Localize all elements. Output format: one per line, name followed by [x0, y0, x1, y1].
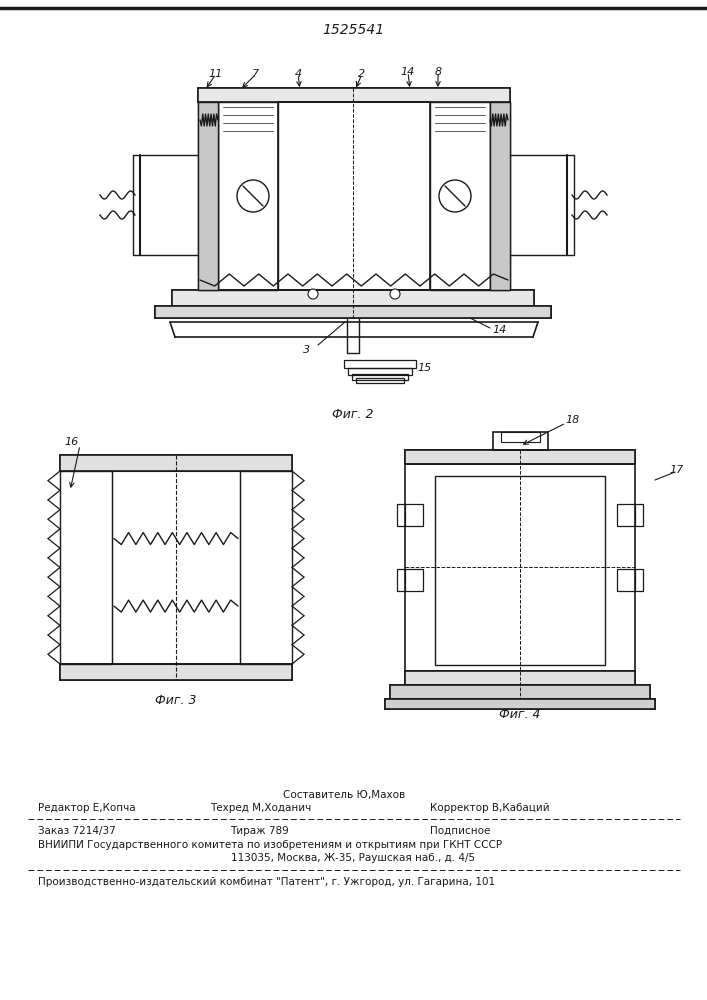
Bar — [155, 306, 551, 318]
Bar — [60, 455, 292, 471]
Text: 113035, Москва, Ж-35, Раушская наб., д. 4/5: 113035, Москва, Ж-35, Раушская наб., д. … — [231, 853, 475, 863]
Bar — [490, 102, 510, 290]
Text: Корректор В,Кабаций: Корректор В,Кабаций — [430, 803, 549, 813]
Text: 3: 3 — [303, 345, 310, 355]
Text: 7: 7 — [252, 69, 259, 79]
Text: Подписное: Подписное — [430, 826, 491, 836]
Text: 8: 8 — [434, 67, 442, 77]
Bar — [60, 664, 292, 680]
Bar — [60, 471, 112, 664]
Circle shape — [237, 180, 269, 212]
Bar — [385, 699, 655, 709]
Bar — [60, 664, 292, 680]
Bar — [60, 455, 292, 471]
Bar — [155, 306, 551, 318]
Text: 14: 14 — [401, 67, 415, 77]
Bar — [617, 569, 635, 591]
Bar — [405, 450, 635, 464]
Bar — [198, 88, 510, 102]
Text: ВНИИПИ Государственного комитета по изобретениям и открытиям при ГКНТ СССР: ВНИИПИ Государственного комитета по изоб… — [38, 840, 502, 850]
Circle shape — [439, 180, 471, 212]
Bar — [390, 685, 650, 699]
Bar — [356, 378, 404, 383]
Text: Производственно-издательский комбинат "Патент", г. Ужгород, ул. Гагарина, 101: Производственно-издательский комбинат "П… — [38, 877, 495, 887]
Bar — [385, 699, 655, 709]
Text: Фиг. 3: Фиг. 3 — [156, 694, 197, 706]
Bar — [430, 102, 490, 290]
Bar — [617, 504, 635, 526]
Bar — [405, 450, 635, 464]
Bar — [490, 102, 510, 290]
Bar — [405, 671, 635, 685]
Text: 17: 17 — [670, 465, 684, 475]
Bar — [390, 685, 650, 699]
Bar — [218, 102, 278, 290]
Bar — [278, 102, 430, 290]
Text: 11: 11 — [209, 69, 223, 79]
Bar — [435, 476, 605, 665]
Bar — [344, 360, 416, 368]
Bar — [198, 88, 510, 102]
Bar — [240, 471, 292, 664]
Bar — [405, 450, 635, 464]
Text: 2: 2 — [358, 69, 366, 79]
Bar — [198, 102, 218, 290]
Bar — [172, 290, 534, 306]
Bar — [405, 504, 423, 526]
Text: 18: 18 — [566, 415, 580, 425]
Bar — [405, 671, 635, 685]
Bar — [405, 671, 635, 685]
Bar — [60, 455, 292, 471]
Text: Редактор Е,Копча: Редактор Е,Копча — [38, 803, 136, 813]
Bar — [490, 102, 510, 290]
Text: 16: 16 — [65, 437, 79, 447]
Bar — [172, 290, 534, 306]
Bar — [352, 374, 408, 380]
Text: 1525541: 1525541 — [322, 23, 384, 37]
Bar — [60, 664, 292, 680]
Text: 4: 4 — [294, 69, 302, 79]
Bar — [112, 471, 240, 664]
Bar — [155, 306, 551, 318]
Bar — [493, 432, 548, 450]
Bar — [405, 569, 423, 591]
Text: 14: 14 — [493, 325, 507, 335]
Bar — [390, 685, 650, 699]
Bar — [405, 464, 635, 671]
Bar — [198, 102, 218, 290]
Text: 15: 15 — [418, 363, 432, 373]
Text: Тираж 789: Тираж 789 — [230, 826, 288, 836]
Bar — [385, 699, 655, 709]
Text: Составитель Ю,Махов: Составитель Ю,Махов — [283, 790, 405, 800]
Bar — [172, 290, 534, 306]
Bar — [348, 368, 412, 375]
Bar — [198, 102, 218, 290]
Circle shape — [308, 289, 318, 299]
Text: Фиг. 4: Фиг. 4 — [499, 708, 541, 722]
Text: Фиг. 2: Фиг. 2 — [332, 408, 374, 422]
Bar — [198, 88, 510, 102]
Circle shape — [390, 289, 400, 299]
Bar — [501, 432, 540, 442]
Text: Техред М,Ходанич: Техред М,Ходанич — [210, 803, 311, 813]
Text: Заказ 7214/37: Заказ 7214/37 — [38, 826, 116, 836]
